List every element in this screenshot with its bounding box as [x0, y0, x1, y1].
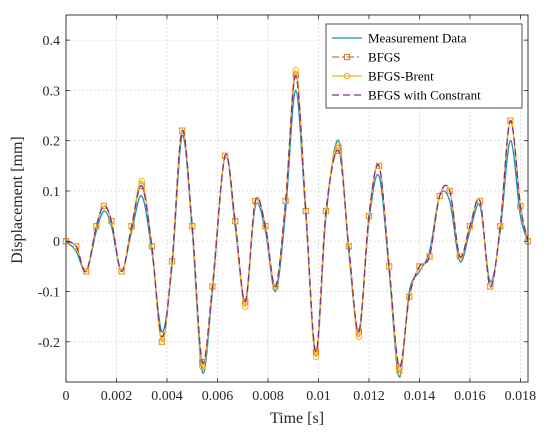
x-tick-label: 0.018: [505, 389, 537, 404]
series-marker-circle: [395, 368, 403, 376]
x-axis-label: Time [s]: [270, 410, 324, 427]
legend-entry-label: Measurement Data: [368, 31, 467, 46]
series-marker-circle: [456, 253, 464, 260]
series-marker-circle: [436, 192, 443, 200]
series-marker-circle: [92, 222, 100, 230]
series-marker-circle: [486, 283, 494, 290]
x-tick-label: 0.002: [101, 389, 133, 404]
series-marker-circle: [72, 242, 80, 250]
x-tick-label: 0.008: [252, 389, 284, 404]
series-marker-circle: [507, 117, 514, 124]
series-marker-circle: [335, 142, 342, 150]
y-tick-label: 0: [53, 235, 60, 250]
legend: Measurement Data BFGS BFGS-Brent BFGS with …: [325, 23, 523, 109]
legend-swatch-marker: [343, 53, 351, 61]
x-tick-label: 0.012: [353, 389, 385, 404]
series-marker-circle: [100, 202, 108, 210]
series-marker-circle: [416, 263, 423, 270]
series-line-0: [65, 89, 529, 378]
series-line-1: [65, 74, 529, 368]
series-layer: [62, 67, 532, 378]
series-marker-circle: [118, 268, 125, 275]
series-marker-circle: [158, 338, 166, 346]
series-marker-circle: [108, 217, 115, 225]
series-marker-circle: [292, 67, 300, 74]
x-tick-label: 0.016: [454, 389, 486, 404]
x-tick-label: 0.006: [202, 389, 234, 404]
legend-entry-label: BFGS: [368, 50, 401, 65]
series-line-2: [65, 69, 529, 373]
y-axis-label: Displacement [mm]: [9, 136, 26, 264]
series-marker-circle: [426, 253, 433, 260]
series-marker-circle: [466, 222, 474, 230]
legend-swatch-marker: [343, 72, 351, 80]
y-tick-label: 0.2: [43, 135, 61, 150]
y-tick-label: 0.1: [43, 185, 61, 200]
series-line-3: [65, 74, 529, 368]
x-tick-label: 0.01: [306, 389, 331, 404]
legend-entry-label: BFGS with Constrant: [368, 88, 481, 103]
series-marker-circle: [221, 152, 229, 160]
plot-border: [65, 14, 529, 383]
y-tick-label: 0.3: [43, 84, 61, 99]
series-marker-circle: [82, 268, 90, 275]
y-tick-label: -0.1: [38, 286, 60, 301]
axis-ticks: 0 0.002 0.004 0.006 0.008 0.01 0.012 0.014 0.016…: [38, 15, 536, 404]
plot-frame: [65, 14, 529, 383]
series-marker-circle: [138, 177, 146, 185]
y-tick-label: 0.4: [43, 34, 61, 49]
x-tick-label: 0: [63, 389, 70, 404]
series-marker-circle: [355, 333, 363, 341]
y-tick-label: -0.2: [38, 336, 60, 351]
series-marker-circle: [199, 363, 206, 371]
legend-entry-label: BFGS-Brent: [368, 69, 434, 84]
series-marker-circle: [272, 283, 279, 290]
x-tick-label: 0.004: [151, 389, 183, 404]
series-marker-circle: [446, 187, 454, 195]
series-marker-circle: [178, 127, 186, 134]
series-marker-circle: [241, 303, 249, 310]
x-tick-label: 0.014: [404, 389, 436, 404]
series-marker-circle: [312, 353, 320, 361]
